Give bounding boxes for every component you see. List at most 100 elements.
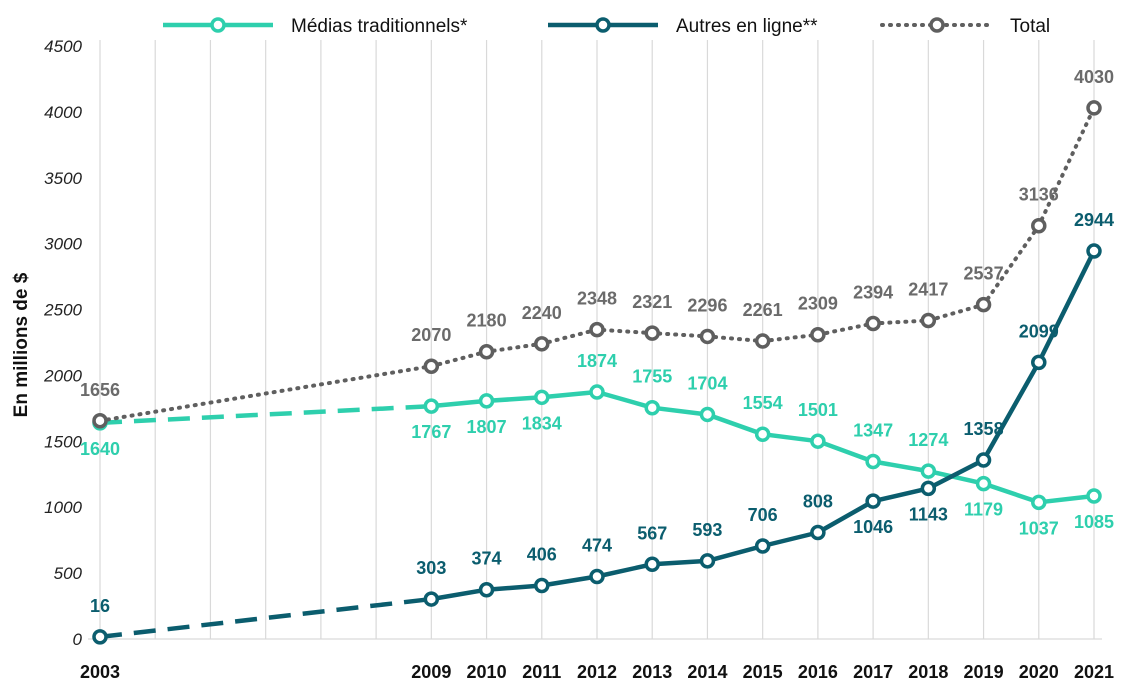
y-axis-label: En millions de $ xyxy=(11,272,32,417)
data-label: 2309 xyxy=(798,294,838,314)
legend-label: Total xyxy=(1010,16,1050,37)
data-label: 2394 xyxy=(853,283,893,303)
x-tick-label: 2015 xyxy=(743,662,783,682)
data-point xyxy=(754,426,771,442)
data-point xyxy=(754,333,771,349)
data-label: 406 xyxy=(527,544,557,564)
x-tick-label: 2011 xyxy=(522,662,561,682)
data-point xyxy=(975,452,992,468)
data-label: 808 xyxy=(803,492,833,512)
data-label: 2180 xyxy=(467,311,507,331)
data-point xyxy=(810,433,826,449)
data-label: 3136 xyxy=(1019,185,1059,205)
y-tick-label: 500 xyxy=(54,564,83,583)
legend-swatch-marker xyxy=(929,17,945,33)
data-label: 2296 xyxy=(687,295,727,315)
legend-swatch-marker xyxy=(595,17,611,33)
data-label: 1085 xyxy=(1074,512,1114,532)
y-tick-label: 2500 xyxy=(43,301,82,320)
x-tick-label: 2019 xyxy=(964,662,1004,682)
data-label: 1554 xyxy=(743,393,783,413)
data-point xyxy=(589,568,605,585)
x-tick-label: 2021 xyxy=(1074,662,1114,682)
data-label: 2417 xyxy=(908,279,948,299)
legend-swatch-marker xyxy=(210,17,226,33)
data-point xyxy=(920,312,937,329)
data-point xyxy=(975,475,992,492)
y-axis: 0 500 1000 1500 2000 2500 3000 3500 4000 4500 xyxy=(43,37,82,649)
data-label: 2240 xyxy=(522,303,562,323)
data-point xyxy=(865,453,881,470)
data-point xyxy=(810,326,826,343)
data-label: 1834 xyxy=(522,413,562,433)
data-point xyxy=(865,315,881,332)
data-label: 1046 xyxy=(853,517,893,537)
x-tick-label: 2014 xyxy=(687,662,727,682)
data-point xyxy=(534,389,550,406)
x-tick-label: 2010 xyxy=(467,662,507,682)
y-tick-label: 4500 xyxy=(44,37,82,56)
data-point xyxy=(699,328,716,345)
data-label: 2537 xyxy=(964,264,1004,284)
y-tick-label: 3000 xyxy=(44,235,82,254)
data-point xyxy=(534,336,550,352)
data-labels: 1640 1767 1807 1834 1874 1755 1704 1554 1501 1347… xyxy=(80,67,1114,616)
data-point xyxy=(754,538,771,554)
data-point xyxy=(865,493,881,509)
y-tick-label: 2000 xyxy=(43,366,82,385)
data-point xyxy=(810,524,826,541)
data-label: 2348 xyxy=(577,289,617,309)
data-label: 374 xyxy=(472,549,502,569)
data-label: 474 xyxy=(582,536,612,556)
data-point xyxy=(478,581,495,598)
data-label: 2944 xyxy=(1074,210,1114,230)
series-line-gap-segment xyxy=(99,596,432,640)
data-label: 1807 xyxy=(467,417,507,437)
legend-label: Autres en ligne** xyxy=(676,16,818,37)
x-tick-label: 2017 xyxy=(853,662,893,682)
data-point xyxy=(1086,100,1102,116)
y-tick-label: 1500 xyxy=(44,432,82,451)
data-point xyxy=(423,358,440,374)
data-label: 1767 xyxy=(411,422,451,442)
data-label: 1704 xyxy=(687,373,727,393)
data-point xyxy=(478,343,495,360)
legend: Médias traditionnels* Autres en ligne** To… xyxy=(163,16,1050,37)
data-point xyxy=(920,463,937,479)
data-label: 4030 xyxy=(1074,67,1114,87)
series-markers xyxy=(92,100,1102,645)
data-point xyxy=(423,398,440,414)
x-tick-label: 2020 xyxy=(1019,662,1059,682)
data-point xyxy=(1031,354,1047,371)
data-label: 593 xyxy=(692,520,722,540)
data-point xyxy=(423,591,440,607)
data-label: 1179 xyxy=(964,500,1003,520)
data-point xyxy=(92,413,108,429)
data-point xyxy=(589,384,605,400)
data-point xyxy=(644,325,660,341)
data-label: 1358 xyxy=(964,419,1004,439)
data-label: 1274 xyxy=(908,430,948,450)
data-label: 2261 xyxy=(743,300,783,320)
data-point xyxy=(1031,217,1047,234)
data-label: 1347 xyxy=(853,420,893,440)
data-point xyxy=(920,480,937,497)
data-label: 706 xyxy=(748,505,778,525)
data-label: 1143 xyxy=(909,504,948,524)
legend-label: Médias traditionnels* xyxy=(291,16,468,37)
data-point xyxy=(534,577,550,594)
data-point xyxy=(1086,488,1102,504)
y-tick-label: 3500 xyxy=(44,169,82,188)
x-tick-label: 2009 xyxy=(411,662,451,682)
data-point xyxy=(644,556,660,573)
series-line-gap-segment xyxy=(99,403,432,426)
data-label: 1037 xyxy=(1019,518,1059,538)
data-label: 303 xyxy=(416,558,446,578)
data-label: 1656 xyxy=(80,380,120,400)
data-label: 1640 xyxy=(80,439,120,459)
data-point xyxy=(699,406,716,423)
x-tick-label: 2016 xyxy=(798,662,838,682)
y-tick-label: 0 xyxy=(73,630,83,649)
data-point xyxy=(975,296,992,313)
